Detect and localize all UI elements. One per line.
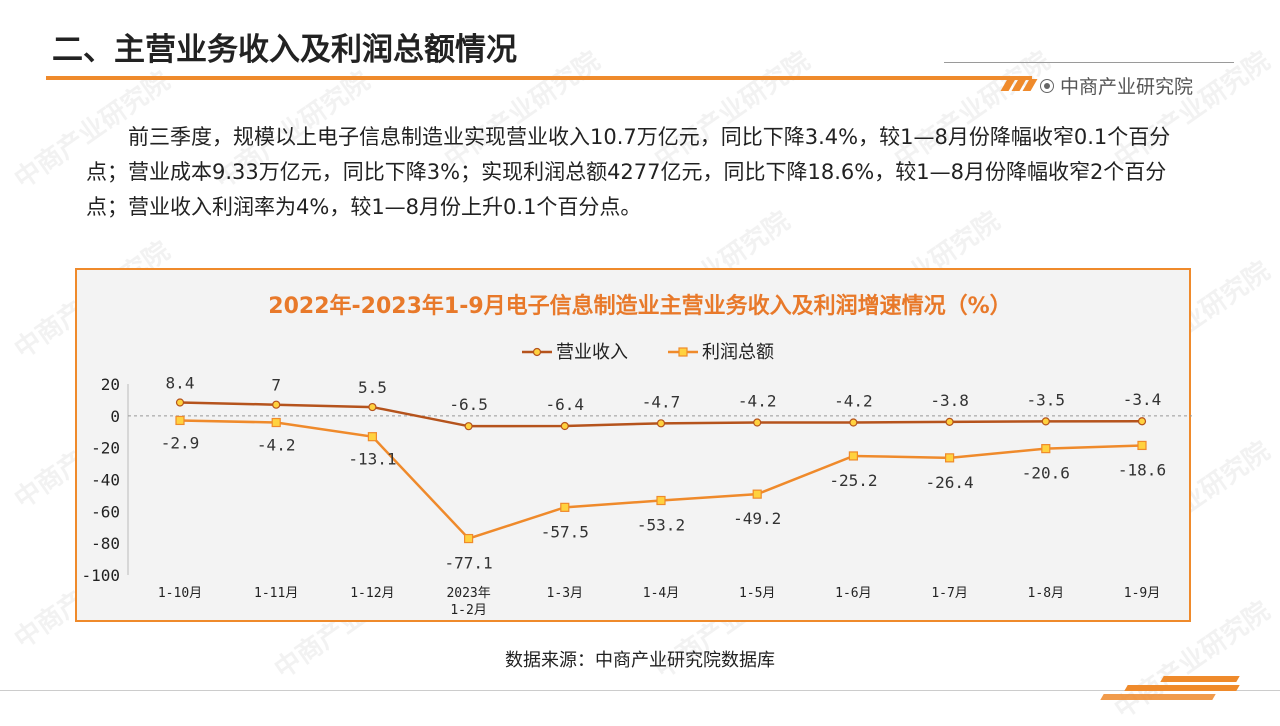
- page-title: 二、主营业务收入及利润总额情况: [52, 32, 517, 68]
- brand-label: 中商产业研究院: [1040, 72, 1193, 99]
- data-source: 数据来源：中商产业研究院数据库: [505, 650, 775, 671]
- chart-title: 2022年-2023年1-9月电子信息制造业主营业务收入及利润增速情况（%）: [268, 294, 1012, 319]
- header-divider-orange: [46, 76, 1032, 80]
- brand-name: 中商产业研究院: [1060, 76, 1194, 98]
- chart-frame: [75, 268, 1191, 622]
- footer-divider: [0, 690, 1280, 691]
- header-stripes: [1000, 76, 1038, 95]
- header-divider-gray: [944, 62, 1234, 63]
- summary-paragraph: 前三季度，规模以上电子信息制造业实现营业收入10.7万亿元，同比下降3.4%，较…: [86, 125, 1171, 219]
- target-icon: [1040, 78, 1054, 93]
